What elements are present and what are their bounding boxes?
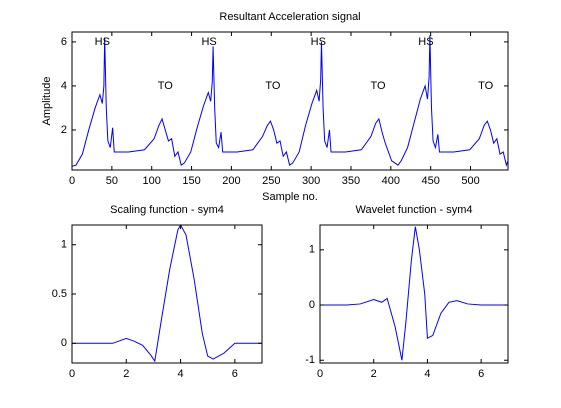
axes-box (319, 224, 509, 364)
x-tick-label: 0 (69, 368, 75, 380)
x-tick-label: 200 (222, 175, 240, 187)
y-tick-label: 0.5 (52, 288, 67, 300)
y-tick-label: -1 (305, 354, 315, 366)
x-tick-label: 300 (302, 175, 320, 187)
x-tick-label: 350 (342, 175, 360, 187)
y-tick-label: 4 (61, 80, 67, 92)
x-tick-label: 2 (123, 368, 129, 380)
x-tick-label: 6 (478, 368, 484, 380)
signal-line (320, 226, 508, 361)
annotation: TO (158, 80, 174, 92)
x-tick-label: 450 (422, 175, 440, 187)
x-tick-label: 2 (371, 368, 377, 380)
y-axis-label: Amplitude (41, 77, 53, 126)
x-tick-label: 400 (382, 175, 400, 187)
x-tick-label: 0 (317, 368, 323, 380)
signal-line (72, 225, 262, 363)
annotation: HS (201, 36, 216, 48)
plot-area (72, 225, 262, 363)
x-tick-label: 500 (461, 175, 479, 187)
axes-title: Resultant Acceleration signal (219, 11, 360, 23)
y-tick-label: 0 (309, 299, 315, 311)
y-tick-label: 1 (309, 244, 315, 256)
y-tick-label: 2 (61, 124, 67, 136)
plot-area (72, 35, 508, 167)
x-axis-label: Sample no. (262, 191, 318, 203)
x-tick-label: 250 (262, 175, 280, 187)
x-tick-label: 6 (232, 368, 238, 380)
axes-title: Scaling function - sym4 (110, 204, 224, 216)
y-tick-label: 6 (61, 36, 67, 48)
annotation: HS (95, 36, 110, 48)
annotation: HS (418, 36, 433, 48)
x-tick-label: 4 (424, 368, 430, 380)
x-tick-label: 4 (178, 368, 184, 380)
y-tick-label: 1 (61, 239, 67, 251)
x-tick-label: 50 (106, 175, 118, 187)
axes-box (71, 224, 263, 364)
x-tick-label: 0 (69, 175, 75, 187)
y-tick-label: 0 (61, 337, 67, 349)
signal-line (72, 35, 508, 167)
annotation: TO (478, 80, 494, 92)
x-tick-label: 150 (182, 175, 200, 187)
axes-box (71, 31, 509, 171)
annotation: TO (371, 80, 387, 92)
annotation: TO (265, 80, 281, 92)
axes-title: Wavelet function - sym4 (356, 204, 473, 216)
plot-area (320, 226, 508, 361)
annotation: HS (311, 36, 326, 48)
x-tick-label: 100 (143, 175, 161, 187)
